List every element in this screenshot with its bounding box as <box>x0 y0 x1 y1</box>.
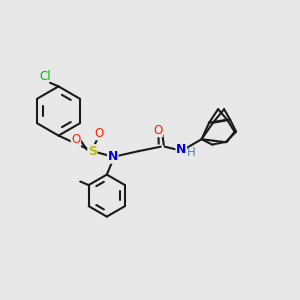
Text: O: O <box>153 124 162 137</box>
Text: N: N <box>108 150 118 163</box>
Text: Cl: Cl <box>39 70 51 83</box>
Text: N: N <box>176 143 186 156</box>
Text: S: S <box>88 145 97 158</box>
Text: O: O <box>94 127 103 140</box>
Text: O: O <box>71 133 80 146</box>
Text: H: H <box>187 146 195 159</box>
